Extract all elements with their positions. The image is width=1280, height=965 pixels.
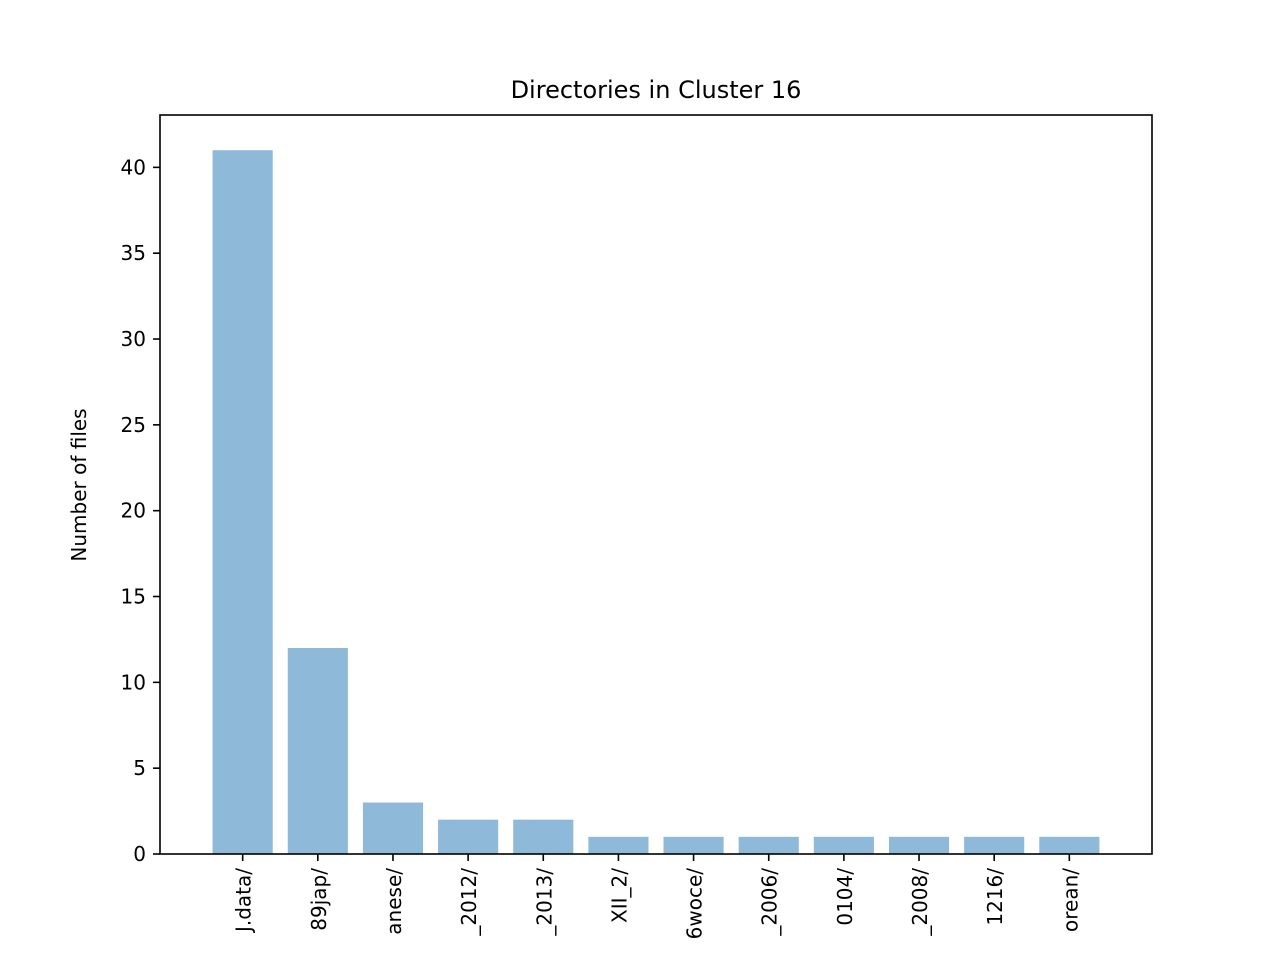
y-tick-label: 10 (121, 670, 146, 694)
x-tick-label: _2013/ (532, 868, 556, 937)
y-tick-label: 40 (121, 155, 146, 179)
y-axis-ticks: 0 5 10 15 20 25 30 35 40 (121, 155, 160, 866)
y-tick-label: 15 (121, 585, 146, 609)
bar-10 (888, 836, 950, 854)
x-tick-label: 6woce/ (683, 868, 707, 940)
x-axis-ticks: J.data/89jap/anese/ _2012/ _2013/XII_2/6wo… (232, 854, 1082, 940)
bars-group (212, 150, 1100, 854)
bar-12 (1039, 836, 1100, 854)
chart-title: Directories in Cluster 16 (511, 76, 802, 104)
y-tick-label: 30 (121, 327, 146, 351)
x-tick-label: 0104/ (833, 868, 857, 926)
x-tick-label: 89jap/ (307, 868, 331, 931)
plot-frame (159, 114, 1153, 855)
x-tick-label: XII_2/ (607, 868, 631, 923)
bar-3 (362, 802, 424, 854)
y-tick-label: 20 (121, 499, 146, 523)
bar-5 (513, 819, 574, 854)
bar-2 (287, 648, 348, 854)
y-tick-label: 35 (121, 241, 146, 265)
bar-1 (212, 150, 273, 854)
x-tick-label: 1216/ (983, 868, 1007, 926)
y-tick-label: 25 (121, 413, 146, 437)
x-tick-label: orean/ (1058, 868, 1082, 932)
bar-9 (813, 836, 874, 854)
y-tick-label: 0 (133, 842, 146, 866)
bar-6 (588, 836, 649, 854)
x-tick-label: _2008/ (908, 868, 932, 937)
y-tick-label: 5 (133, 756, 146, 780)
bar-8 (738, 836, 799, 854)
y-axis-label: Number of files (67, 408, 91, 561)
x-tick-label: _2006/ (758, 868, 782, 937)
bar-4 (438, 819, 499, 854)
bar-7 (663, 836, 724, 854)
bar-11 (964, 836, 1025, 854)
x-tick-label: _2012/ (457, 868, 481, 937)
x-tick-label: J.data/ (232, 868, 256, 934)
x-tick-label: anese/ (382, 868, 406, 935)
